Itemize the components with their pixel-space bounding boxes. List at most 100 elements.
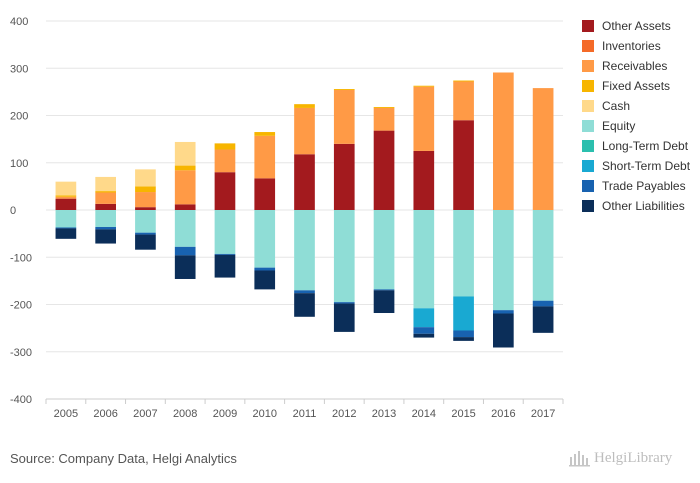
logo-text: HelgiLibrary (594, 449, 673, 466)
bar-segment (95, 191, 116, 193)
bar-segment (254, 135, 276, 179)
bar-segment (453, 210, 474, 297)
bar-segment (214, 254, 236, 278)
bar-segment (413, 86, 435, 151)
bar-segment (413, 327, 435, 334)
source-note: Source: Company Data, Helgi Analytics (10, 451, 237, 466)
bar-segment (95, 210, 116, 228)
bar-segment (333, 89, 355, 90)
legend-item: Cash (582, 96, 690, 116)
y-tick-label: -400 (10, 394, 32, 406)
x-tick-label: 2010 (252, 408, 276, 420)
legend-label: Long-Term Debt (602, 139, 689, 153)
logo-icon (569, 451, 590, 467)
bar-segment (174, 246, 196, 256)
y-tick-label: -100 (10, 252, 32, 264)
y-tick-label: 0 (10, 205, 16, 217)
bar-segment (532, 88, 554, 210)
legend-swatch (582, 40, 594, 52)
bar-segment (413, 333, 435, 338)
bar-segment (294, 107, 315, 155)
legend-swatch (582, 180, 594, 192)
bar-segment (373, 290, 395, 314)
x-tick-label: 2007 (133, 408, 157, 420)
bar-segment (214, 210, 236, 254)
bar-segment (254, 132, 276, 136)
bar-segment (413, 308, 435, 328)
bar-segment (135, 169, 156, 187)
legend-swatch (582, 140, 594, 152)
bar-segment (254, 178, 276, 210)
bar-segment (493, 210, 514, 311)
x-tick-label: 2015 (451, 408, 475, 420)
legend-item: Equity (582, 116, 690, 136)
bar-segment (55, 181, 77, 196)
bar-segment (453, 120, 474, 210)
x-tick-label: 2011 (293, 408, 317, 420)
bar-segment (333, 303, 355, 332)
bar-segment (135, 234, 156, 250)
bar-segment (413, 150, 435, 210)
legend-swatch (582, 120, 594, 132)
legend-item: Fixed Assets (582, 76, 690, 96)
legend-item: Other Liabilities (582, 196, 690, 216)
bar-segment (373, 106, 395, 108)
y-tick-label: -200 (10, 300, 32, 312)
bar-segment (135, 210, 156, 233)
legend-label: Equity (602, 119, 636, 133)
bar-segment (95, 229, 116, 244)
bar-segment (214, 143, 236, 150)
bar-segment (55, 228, 77, 239)
bar-segment (254, 270, 276, 290)
bar-segment (55, 227, 77, 229)
bar-segment (135, 232, 156, 235)
bar-segment (55, 198, 77, 210)
bar-segment (493, 72, 514, 210)
bar-segment (294, 154, 315, 210)
x-tick-label: 2008 (173, 408, 197, 420)
bar-segment (413, 210, 435, 309)
bar-segment (55, 195, 77, 197)
y-tick-label: -300 (10, 347, 32, 359)
bar-segment (373, 130, 395, 210)
bar-segment (493, 313, 514, 348)
bar-segment (493, 310, 514, 314)
bar-segment (453, 80, 474, 82)
legend-swatch (582, 160, 594, 172)
bar-segment (453, 330, 474, 338)
bar-segment (214, 172, 236, 210)
legend-label: Other Assets (602, 19, 671, 33)
bar-segment (95, 176, 116, 192)
bar-segment (294, 293, 315, 317)
bars (55, 72, 554, 348)
legend-label: Cash (602, 99, 631, 113)
y-tick-label: 300 (10, 63, 28, 75)
bar-segment (532, 306, 554, 333)
x-tick-label: 2017 (531, 408, 555, 420)
legend-label: Inventories (602, 39, 661, 53)
legend-item: Long-Term Debt (582, 136, 690, 156)
helgi-library-logo: HelgiLibrary (568, 449, 672, 467)
bar-segment (453, 337, 474, 341)
bar-segment (174, 204, 196, 210)
x-tick-label: 2005 (54, 408, 78, 420)
bar-segment (174, 165, 196, 171)
x-tick-label: 2006 (93, 408, 117, 420)
legend-item: Short-Term Debt (582, 156, 690, 176)
legend-swatch (582, 200, 594, 212)
bar-segment (214, 149, 236, 173)
legend: Other Assets Inventories Receivables Fixed … (582, 16, 690, 216)
bar-segment (174, 141, 196, 166)
y-axis-ticks: 400 300 200 100 0 -100 -200 -300 -400 (10, 16, 32, 406)
bar-segment (174, 170, 196, 205)
legend-label: Other Liabilities (602, 199, 685, 213)
x-tick-label: 2013 (372, 408, 396, 420)
legend-swatch (582, 60, 594, 72)
bar-segment (254, 210, 276, 268)
bar-segment (135, 192, 156, 208)
bar-segment (373, 210, 395, 290)
bar-segment (294, 104, 315, 108)
bar-segment (174, 255, 196, 279)
bar-segment (333, 89, 355, 144)
bar-segment (333, 302, 355, 304)
